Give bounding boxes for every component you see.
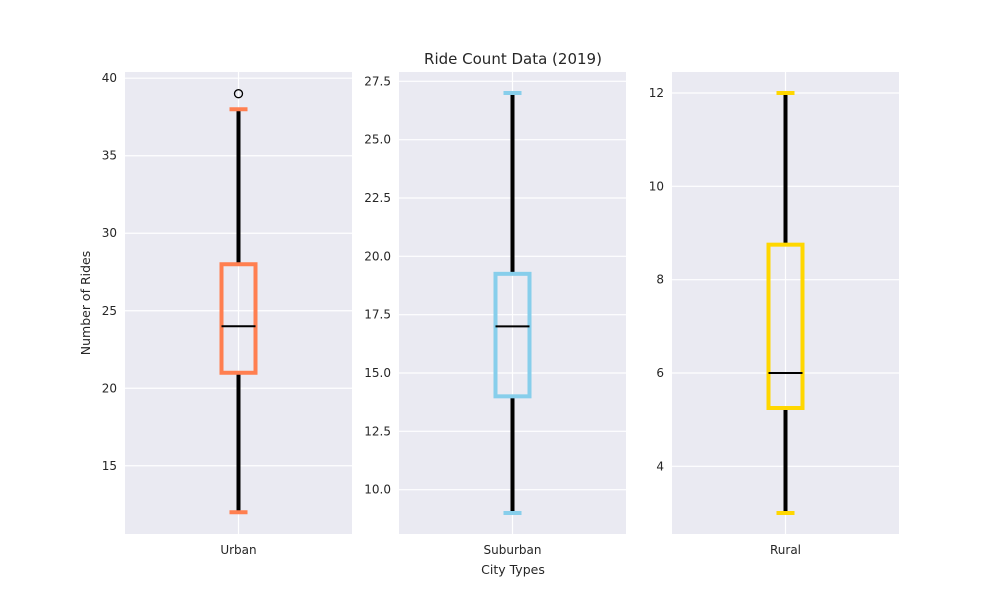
x-tick-label-urban: Urban	[220, 543, 256, 557]
y-tick-label: 12	[649, 86, 664, 100]
panels: 15 20 25 30 35 40 Urban 10.0 12.5 15.0 17.5 20.0 22.…	[102, 71, 899, 557]
y-tick-label: 10	[649, 179, 664, 193]
box-urban	[219, 262, 258, 375]
x-axis-label: City Types	[481, 562, 545, 577]
chart-title: Ride Count Data (2019)	[424, 50, 602, 68]
y-tick-label: 8	[656, 273, 664, 287]
outlier-point	[233, 89, 244, 99]
y-tick-label: 17.5	[364, 308, 391, 322]
x-tick-label-suburban: Suburban	[484, 543, 542, 557]
y-tick-label: 20.0	[364, 249, 391, 263]
y-axis-label: Number of Rides	[78, 251, 93, 356]
y-tick-label: 35	[102, 149, 117, 163]
y-tick-label: 15	[102, 459, 117, 473]
y-tick-label: 6	[656, 366, 664, 380]
y-tick-label: 30	[102, 226, 117, 240]
panel-suburban: 10.0 12.5 15.0 17.5 20.0 22.5 25.0 27.5 Suburban	[364, 72, 626, 557]
panel-urban: 15 20 25 30 35 40 Urban	[102, 71, 352, 557]
y-tick-label: 10.0	[364, 483, 391, 497]
box-suburban	[493, 271, 532, 399]
y-tick-label: 12.5	[364, 424, 391, 438]
y-tick-label: 25.0	[364, 133, 391, 147]
y-tick-label: 27.5	[364, 74, 391, 88]
y-tick-label: 15.0	[364, 366, 391, 380]
y-tick-label: 40	[102, 71, 117, 85]
x-tick-label-rural: Rural	[770, 543, 801, 557]
y-tick-label: 20	[102, 381, 117, 395]
panel-rural: 4 6 8 10 12 Rural	[649, 72, 899, 557]
y-tick-label: 4	[656, 459, 664, 473]
box-rural	[766, 242, 805, 410]
y-tick-label: 22.5	[364, 191, 391, 205]
y-tick-label: 25	[102, 304, 117, 318]
